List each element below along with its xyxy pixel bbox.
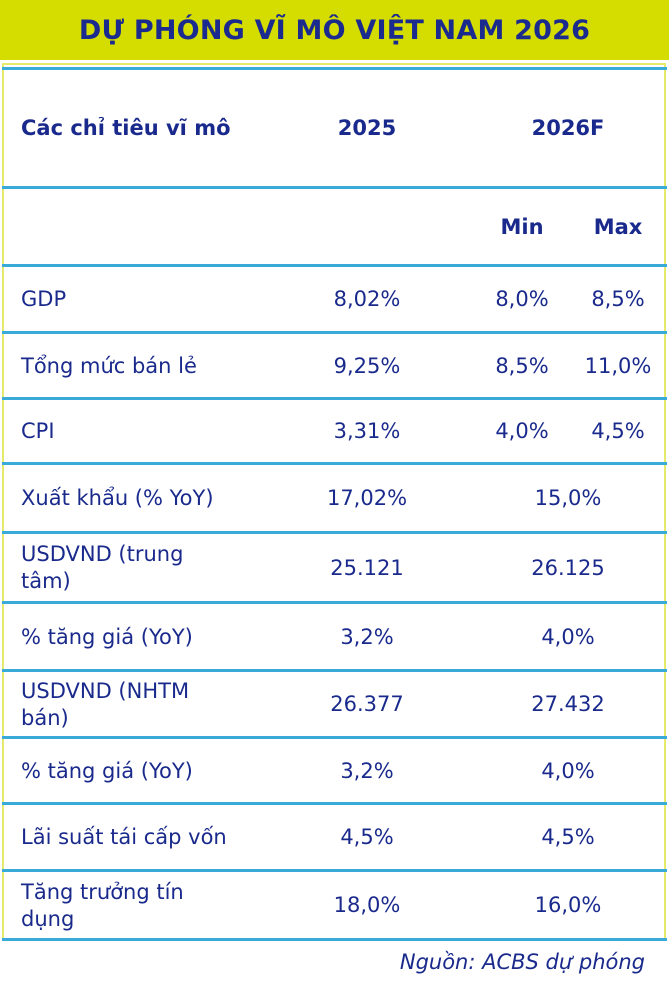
row-2025: 18,0%: [333, 893, 401, 917]
table-row: USDVND (trung tâm) 25.121 26.125: [2, 531, 667, 602]
table-row: Tăng trưởng tín dụng 18,0% 16,0%: [2, 869, 667, 939]
row-2025: 26.377: [330, 692, 404, 716]
table-row: % tăng giá (YoY) 3,2% 4,0%: [2, 736, 667, 803]
subheader-max: Max: [593, 214, 643, 239]
row-label: CPI: [21, 419, 55, 443]
row-max: 4,5%: [591, 419, 645, 443]
title-banner: DỰ PHÓNG VĨ MÔ VIỆT NAM 2026: [0, 0, 669, 60]
row-2026f: 16,0%: [534, 893, 602, 917]
row-2026f: 26.125: [531, 555, 605, 580]
row-min: 4,0%: [495, 419, 549, 443]
row-2025: 17,02%: [326, 486, 408, 510]
page-title: DỰ PHÓNG VĨ MÔ VIỆT NAM 2026: [78, 14, 591, 46]
row-label: USDVND (trung tâm): [21, 542, 184, 593]
row-2026f: 4,0%: [541, 624, 595, 649]
row-2026f: 15,0%: [534, 486, 602, 510]
header-2026f: 2026F: [531, 116, 605, 140]
table-header-row: Các chỉ tiêu vĩ mô 2025 2026F: [2, 67, 667, 187]
row-2025: 3,31%: [333, 419, 401, 443]
row-label: Lãi suất tái cấp vốn: [21, 825, 227, 849]
table-row: Xuất khẩu (% YoY) 17,02% 15,0%: [2, 462, 667, 532]
row-2026f: 4,5%: [541, 825, 595, 849]
table-row: Tổng mức bán lẻ 9,25% 8,5% 11,0%: [2, 331, 667, 398]
row-label: Tổng mức bán lẻ: [21, 353, 197, 378]
row-2026f: 4,0%: [541, 758, 595, 783]
row-max: 8,5%: [591, 287, 645, 311]
row-label: Xuất khẩu (% YoY): [21, 486, 214, 510]
row-2025: 3,2%: [340, 624, 394, 649]
row-2026f: 27.432: [531, 692, 605, 716]
row-2025: 25.121: [330, 555, 404, 580]
table-frame: [2, 63, 666, 941]
table-row: CPI 3,31% 4,0% 4,5%: [2, 397, 667, 463]
table-row: % tăng giá (YoY) 3,2% 4,0%: [2, 601, 667, 670]
table-row: USDVND (NHTM bán) 26.377 27.432: [2, 669, 667, 737]
row-label: GDP: [21, 287, 67, 311]
row-label: % tăng giá (YoY): [21, 758, 193, 783]
table-bottom-rule: [2, 938, 667, 941]
row-min: 8,0%: [495, 287, 549, 311]
row-label: Tăng trưởng tín dụng: [21, 879, 184, 931]
row-min: 8,5%: [495, 353, 549, 378]
row-max: 11,0%: [584, 353, 652, 378]
header-2025: 2025: [337, 116, 397, 140]
row-2025: 8,02%: [333, 287, 401, 311]
table-row: Lãi suất tái cấp vốn 4,5% 4,5%: [2, 802, 667, 870]
source-note: Nguồn: ACBS dự phóng: [399, 950, 645, 974]
header-indicator: Các chỉ tiêu vĩ mô: [21, 116, 231, 140]
row-2025: 9,25%: [333, 353, 401, 378]
table-subheader-row: Min Max: [2, 186, 667, 265]
row-2025: 3,2%: [340, 758, 394, 783]
row-label: % tăng giá (YoY): [21, 624, 193, 649]
subheader-min: Min: [500, 214, 544, 239]
table-row: GDP 8,02% 8,0% 8,5%: [2, 264, 667, 332]
row-2025: 4,5%: [340, 825, 394, 849]
row-label: USDVND (NHTM bán): [21, 678, 190, 730]
